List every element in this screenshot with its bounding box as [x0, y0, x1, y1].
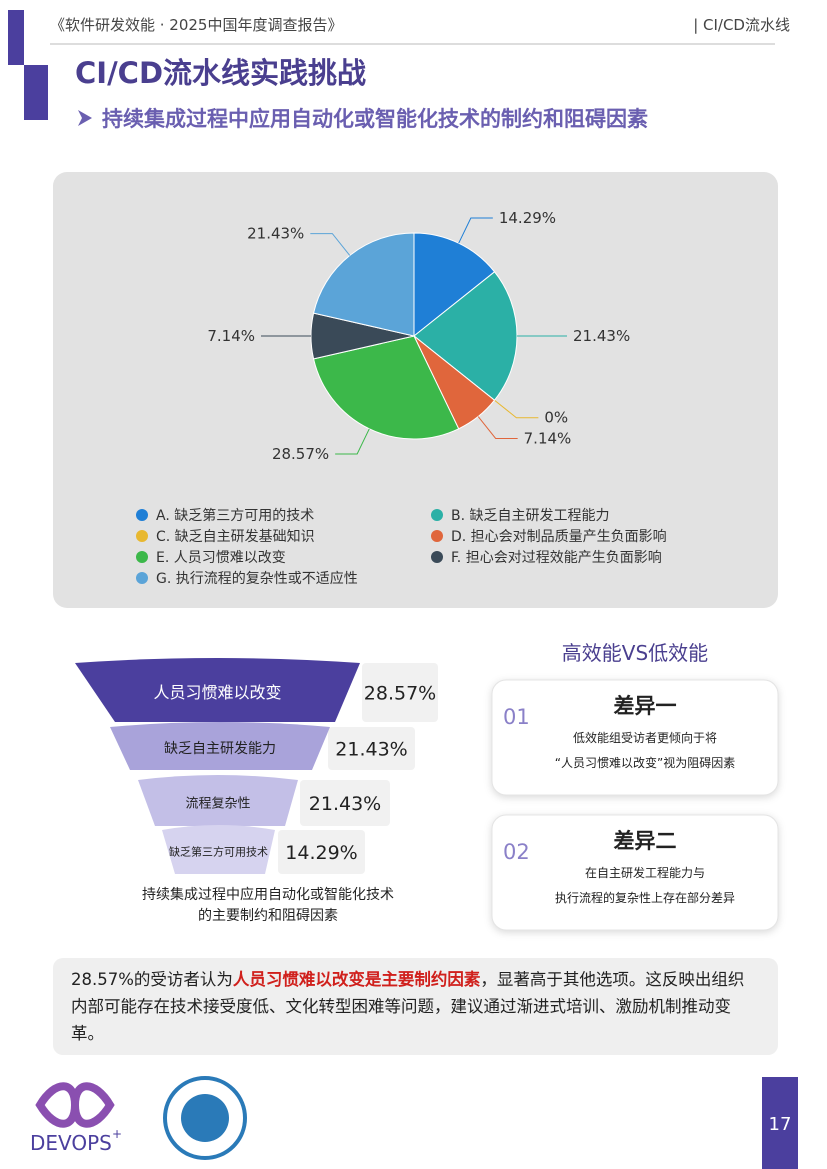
subtitle: 持续集成过程中应用自动化或智能化技术的制约和阻碍因素	[102, 107, 648, 131]
legend-label: E. 人员习惯难以改变	[156, 549, 286, 566]
legend-label: G. 执行流程的复杂性或不适应性	[156, 570, 358, 587]
funnel-caption: 持续集成过程中应用自动化或智能化技术	[142, 886, 394, 903]
data-label: 21.43%	[573, 327, 630, 345]
card-text: 执行流程的复杂性上存在部分差异	[555, 890, 735, 905]
percent-box	[300, 780, 390, 826]
card-text: 低效能组受访者更倾向于将	[573, 730, 717, 745]
data-label: 14.29%	[499, 209, 556, 227]
summary-text: 28.57%的受访者认为	[71, 970, 233, 989]
logo-text: DEVOPS	[30, 1131, 112, 1155]
summary: 28.57%的受访者认为人员习惯难以改变是主要制约因素，显著高于其他选项。这反映…	[53, 958, 778, 1055]
data-label: 7.14%	[207, 327, 255, 345]
comparison-title: 高效能VS低效能	[562, 641, 708, 665]
legend-label: F. 担心会对过程效能产生负面影响	[451, 550, 662, 566]
legend-swatch	[136, 551, 148, 563]
card-heading: 差异二	[614, 829, 677, 853]
bullet	[78, 110, 92, 126]
leader-line	[477, 416, 518, 439]
logo-mark	[35, 1082, 115, 1128]
data-label: 0%	[544, 409, 568, 427]
legend-swatch	[136, 509, 148, 521]
funnel-layer	[162, 825, 275, 874]
funnel-label: 缺乏自主研发能力	[164, 741, 276, 757]
card-number: 01	[503, 705, 530, 729]
pie-slice	[413, 232, 496, 338]
header-report: 《软件研发效能 · 2025中国年度调查报告》	[50, 16, 342, 34]
card-text: 在自主研发工程能力与	[585, 865, 705, 880]
percent-box	[328, 727, 415, 770]
funnel-caption: 的主要制约和阻碍因素	[198, 908, 338, 924]
legend-swatch	[431, 530, 443, 542]
percent-box	[362, 663, 438, 722]
card-number: 02	[503, 840, 530, 864]
funnel-label: 人员习惯难以改变	[153, 683, 281, 702]
deco-block	[8, 10, 24, 65]
logo-plus: +	[112, 1127, 122, 1141]
legend-label: A. 缺乏第三方可用的技术	[156, 507, 314, 524]
header-section: | CI/CD流水线	[693, 16, 790, 34]
seal-core	[181, 1094, 229, 1142]
card	[491, 814, 779, 931]
data-label: 21.43%	[247, 225, 304, 243]
page-title: CI/CD流水线实践挑战	[75, 56, 366, 90]
card-text: “人员习惯难以改变”视为阻碍因素	[555, 755, 735, 770]
funnel-value: 21.43%	[335, 739, 407, 761]
legend-swatch	[136, 572, 148, 584]
funnel-layer	[138, 775, 298, 826]
data-label: 28.57%	[272, 445, 329, 463]
funnel-value: 28.57%	[364, 683, 436, 705]
pie-slice	[312, 232, 415, 337]
summary-highlight: 人员习惯难以改变是主要制约因素	[232, 970, 481, 989]
card	[491, 679, 779, 796]
legend-swatch	[136, 530, 148, 542]
pie-slice	[413, 271, 518, 401]
deco-block	[24, 65, 48, 120]
legend-swatch	[431, 509, 443, 521]
funnel-layer	[75, 658, 360, 722]
leader-line	[335, 428, 370, 455]
legend-label: D. 担心会对制品质量产生负面影响	[451, 529, 667, 545]
legend-label: C. 缺乏自主研发基础知识	[156, 528, 315, 545]
leader-line	[494, 399, 539, 419]
legend-swatch	[431, 551, 443, 563]
summary-text: ，显著高于其他选项。这反映出组织内部可能存在技术接受度低、文化转型困难等问题，建…	[71, 970, 745, 1043]
funnel-label: 流程复杂性	[185, 796, 250, 811]
leader-line	[458, 217, 493, 244]
funnel-label: 缺乏第三方可用技术	[169, 845, 268, 859]
funnel-value: 14.29%	[285, 842, 357, 864]
percent-box	[278, 830, 365, 874]
funnel-value: 21.43%	[309, 793, 381, 815]
page-tab	[762, 1077, 798, 1169]
legend-label: B. 缺乏自主研发工程能力	[451, 508, 610, 524]
leader-line	[310, 233, 351, 256]
funnel-layer	[110, 722, 330, 770]
page-number: 17	[769, 1114, 792, 1135]
card-heading: 差异一	[614, 694, 677, 718]
data-label: 7.14%	[524, 429, 572, 447]
